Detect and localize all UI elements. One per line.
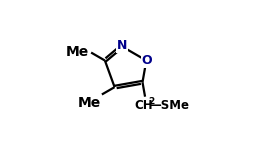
Text: Me: Me (66, 45, 89, 59)
Text: CH: CH (134, 99, 153, 111)
Text: Me: Me (77, 96, 101, 110)
Text: 2: 2 (148, 97, 154, 106)
Text: —SMe: —SMe (149, 99, 189, 111)
Text: O: O (141, 54, 152, 67)
Text: N: N (116, 39, 127, 52)
